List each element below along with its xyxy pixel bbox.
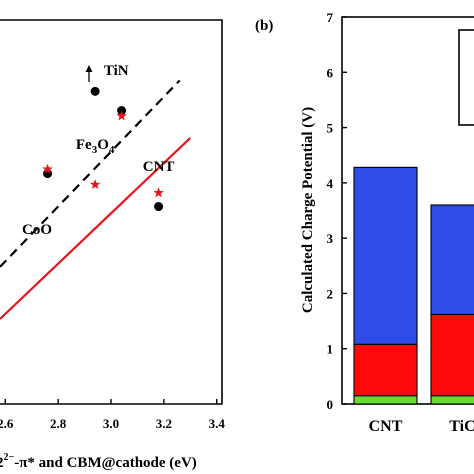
x-axis-label-part-1: 2: [0, 455, 4, 471]
panel-b-y-tick-label: 2: [327, 286, 334, 301]
panel-b-y-axis-label: Calculated Charge Potential (V): [300, 107, 316, 313]
panel-a-annotations: Fe3O4 TiN CNT CoO: [22, 63, 174, 238]
black-circle-point: [90, 86, 100, 96]
red-star-point: [42, 163, 53, 174]
black-circle-point: [154, 202, 164, 212]
point-annotation: Fe3O4: [76, 137, 115, 156]
point-annotation: CNT: [143, 159, 175, 175]
annotation-part: O: [97, 137, 109, 153]
point-annotation: TiN: [104, 63, 129, 79]
panel-b-y-ticks: 0 1 2 3 4 5 6 7: [327, 10, 347, 412]
panel-b-y-tick-label: 7: [327, 10, 334, 25]
point-annotation: CoO: [22, 222, 52, 238]
panel-b-category-labels: CNT TiC: [369, 418, 474, 435]
stacked-bar-segment: [353, 166, 418, 345]
stacked-bar-segment: [353, 395, 418, 405]
solid-fit-line: [0, 137, 192, 320]
stacked-bar-segment: [430, 204, 474, 315]
dashed-fit-line: [0, 79, 181, 268]
panel-a-x-tick-label: 3.4: [209, 416, 226, 431]
panel-b-y-tick-label: 1: [327, 342, 334, 357]
panel-a: 2.6 2.8 3.0 3.2 3.4 Fe3O4 TiN CNT CoO 22−-π* an…: [0, 19, 225, 471]
panel-a-x-tick-label: 3.2: [156, 416, 172, 431]
red-star-point: [89, 179, 101, 190]
panel-b-bars: [353, 166, 474, 405]
panel-b-y-tick-label: 0: [327, 397, 334, 412]
category-label: CNT: [369, 418, 403, 435]
panel-a-x-tick-label: 3.0: [103, 416, 119, 431]
panel-a-x-tick-label: 2.8: [50, 416, 67, 431]
stacked-bar-segment: [430, 395, 474, 405]
panel-a-x-axis-label: 22−-π* and CBM@cathode (eV): [0, 452, 197, 471]
panel-b-y-tick-label: 5: [327, 121, 334, 136]
panel-a-x-tick-label: 2.6: [0, 416, 14, 431]
panel-b-y-tick-label: 3: [327, 231, 334, 246]
annotation-part: 3: [92, 144, 98, 156]
panel-b: (b) 0 1 2 3 4 5 6 7 CNT TiC Calculated Charge Po…: [255, 10, 474, 435]
fe3o4-pointer-arrowhead: [85, 65, 93, 72]
red-star-point: [153, 187, 164, 198]
annotation-part: 4: [109, 144, 115, 156]
category-label: TiC: [449, 418, 474, 435]
panel-a-points: [42, 86, 164, 212]
annotation-part: Fe: [76, 137, 92, 153]
panel-b-label: (b): [255, 18, 273, 34]
panel-b-y-tick-label: 4: [327, 176, 334, 191]
x-axis-label-superscript: 2−: [4, 452, 15, 463]
red-star-point: [116, 110, 127, 121]
panel-a-x-ticks: 2.6 2.8 3.0 3.2 3.4: [0, 399, 225, 431]
panel-b-y-tick-label: 6: [327, 65, 334, 80]
stacked-bar-segment: [430, 313, 474, 397]
legend-box-partial: [458, 29, 474, 126]
stacked-bar-segment: [353, 343, 418, 397]
panel-a-fit-lines: [0, 79, 192, 320]
x-axis-label-part-2: -π* and CBM@cathode (eV): [14, 455, 197, 471]
